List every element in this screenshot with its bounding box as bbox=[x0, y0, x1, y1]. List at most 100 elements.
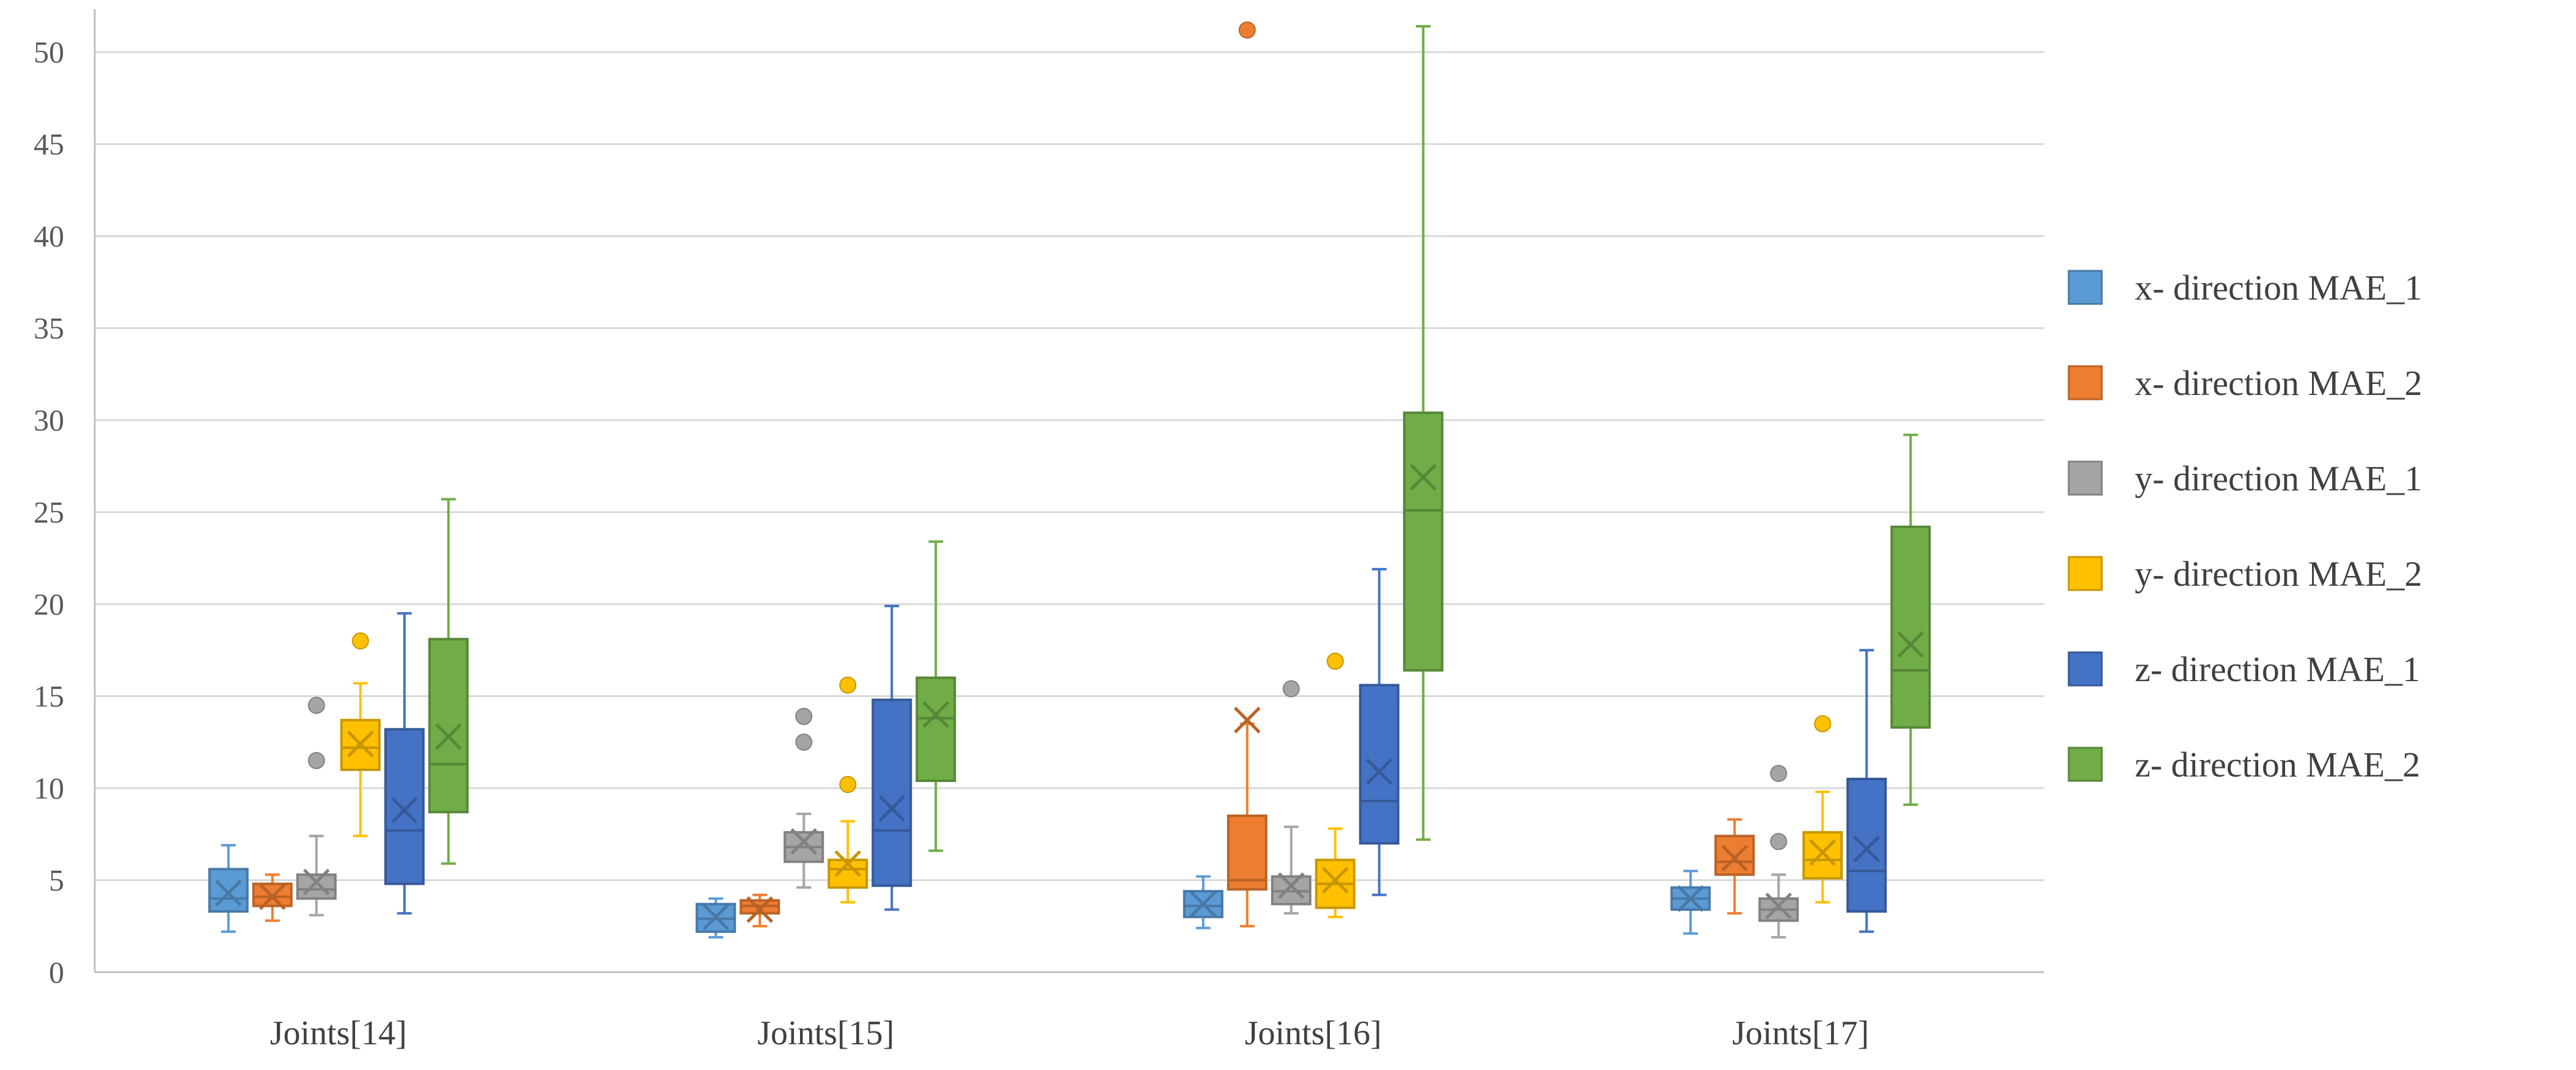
box-4-2 bbox=[1359, 567, 1400, 896]
mean-marker-b bbox=[746, 896, 774, 923]
box-1-2 bbox=[1227, 21, 1268, 928]
mean-marker-b bbox=[1765, 892, 1793, 920]
y-tick-label-20: 20 bbox=[34, 587, 64, 621]
box-4-1 bbox=[872, 605, 912, 911]
outlier-point-0 bbox=[1770, 833, 1788, 850]
y-tick-label-30: 30 bbox=[34, 403, 64, 437]
mean-marker-b bbox=[435, 723, 462, 750]
mean-marker-b bbox=[1321, 866, 1349, 894]
legend-label: x- direction MAE_1 bbox=[2135, 268, 2422, 308]
mean-marker-b bbox=[1853, 835, 1881, 863]
legend-swatch bbox=[2068, 651, 2103, 687]
mean-marker-b bbox=[1365, 758, 1393, 785]
legend-item-1: x- direction MAE_2 bbox=[2068, 363, 2422, 403]
y-tick-label-15: 15 bbox=[34, 679, 64, 714]
outlier-point-0 bbox=[795, 733, 813, 751]
box-body bbox=[1890, 525, 1931, 729]
box-body bbox=[1359, 684, 1400, 845]
legend-item-4: z- direction MAE_1 bbox=[2068, 649, 2420, 689]
legend-item-2: y- direction MAE_1 bbox=[2068, 459, 2422, 498]
mean-marker-b bbox=[215, 879, 242, 907]
outlier-point-0 bbox=[1238, 21, 1256, 39]
legend-swatch bbox=[2068, 270, 2103, 305]
legend-item-0: x- direction MAE_1 bbox=[2068, 268, 2422, 308]
box-body bbox=[916, 676, 956, 783]
mean-marker-b bbox=[259, 883, 286, 910]
axes: 0 5 10 15 20 25 30 35 40 45 50 bbox=[34, 9, 2044, 989]
box-body bbox=[296, 873, 337, 900]
box-3-3 bbox=[1802, 715, 1843, 904]
legend-swatch bbox=[2068, 747, 2103, 782]
box-4-0 bbox=[384, 612, 425, 915]
box-body bbox=[1227, 814, 1268, 891]
legend-item-5: z- direction MAE_2 bbox=[2068, 745, 2420, 784]
box-1-3 bbox=[1714, 818, 1755, 915]
category-labels: Joints[14] Joints[15] Joints[16] Joints[17] bbox=[270, 1014, 1870, 1052]
mean-marker-b bbox=[790, 828, 818, 855]
y-tick-label-10: 10 bbox=[34, 771, 64, 805]
box-2-0 bbox=[296, 696, 337, 917]
outlier-point-0 bbox=[839, 776, 857, 794]
legend-swatch bbox=[2068, 556, 2103, 591]
outlier-point-1 bbox=[307, 696, 325, 714]
mean-marker-b bbox=[1189, 890, 1217, 918]
box-0-1 bbox=[695, 897, 736, 939]
box-body bbox=[872, 698, 912, 887]
mean-marker-b bbox=[303, 868, 330, 896]
box-1-0 bbox=[252, 873, 293, 922]
box-body bbox=[1846, 777, 1887, 913]
mean-marker-b bbox=[1277, 872, 1305, 899]
box-5-0 bbox=[428, 498, 469, 865]
box-0-3 bbox=[1670, 869, 1711, 935]
mean-marker-b bbox=[391, 797, 418, 824]
legend-swatch bbox=[2068, 460, 2103, 496]
legend-label: z- direction MAE_1 bbox=[2135, 649, 2420, 689]
outlier-point-0 bbox=[1326, 652, 1344, 670]
outlier-point-1 bbox=[839, 676, 857, 694]
category-label-1: Joints[15] bbox=[757, 1014, 894, 1052]
mean-marker-b bbox=[922, 701, 950, 728]
box-body bbox=[1714, 835, 1755, 876]
y-tick-label-45: 45 bbox=[34, 127, 64, 161]
category-label-0: Joints[14] bbox=[270, 1014, 407, 1052]
mean-marker-b bbox=[834, 850, 862, 877]
plot-area bbox=[208, 21, 1931, 939]
outlier-point-1 bbox=[795, 707, 813, 725]
box-0-0 bbox=[208, 844, 249, 933]
outlier-point-1 bbox=[1770, 764, 1788, 782]
box-5-1 bbox=[916, 540, 956, 852]
mean-marker-b bbox=[1233, 706, 1261, 734]
box-2-3 bbox=[1758, 764, 1799, 939]
legend-item-3: y- direction MAE_2 bbox=[2068, 554, 2422, 594]
legend-label: y- direction MAE_2 bbox=[2135, 554, 2422, 594]
box-0-2 bbox=[1183, 875, 1224, 929]
legend-label: z- direction MAE_2 bbox=[2135, 745, 2420, 784]
box-body bbox=[384, 728, 425, 885]
box-body bbox=[340, 718, 381, 771]
y-tick-label-40: 40 bbox=[34, 219, 64, 253]
mean-marker-b bbox=[1677, 885, 1704, 912]
mean-marker-b bbox=[347, 731, 374, 758]
legend-swatch bbox=[2068, 365, 2103, 400]
y-tick-label-5: 5 bbox=[49, 863, 64, 898]
y-tick-label-50: 50 bbox=[34, 35, 64, 69]
box-body bbox=[1183, 890, 1224, 918]
mean-marker-b bbox=[878, 795, 906, 822]
category-label-3: Joints[17] bbox=[1732, 1014, 1869, 1052]
box-3-0 bbox=[340, 632, 381, 838]
y-tick-label-0: 0 bbox=[49, 955, 64, 989]
outlier-point-0 bbox=[1282, 680, 1300, 698]
legend-label: y- direction MAE_1 bbox=[2135, 459, 2422, 498]
box-2-1 bbox=[783, 707, 824, 889]
box-5-3 bbox=[1890, 434, 1931, 806]
legend: x- direction MAE_1 x- direction MAE_2 y- d… bbox=[2068, 268, 2422, 784]
box-4-3 bbox=[1846, 649, 1887, 933]
legend-label: x- direction MAE_2 bbox=[2135, 363, 2422, 403]
box-body bbox=[1802, 831, 1843, 880]
mean-marker-b bbox=[1897, 631, 1925, 659]
box-1-1 bbox=[739, 893, 780, 928]
outlier-point-0 bbox=[1814, 715, 1832, 732]
y-tick-label-25: 25 bbox=[34, 495, 64, 529]
box-body bbox=[208, 868, 249, 913]
